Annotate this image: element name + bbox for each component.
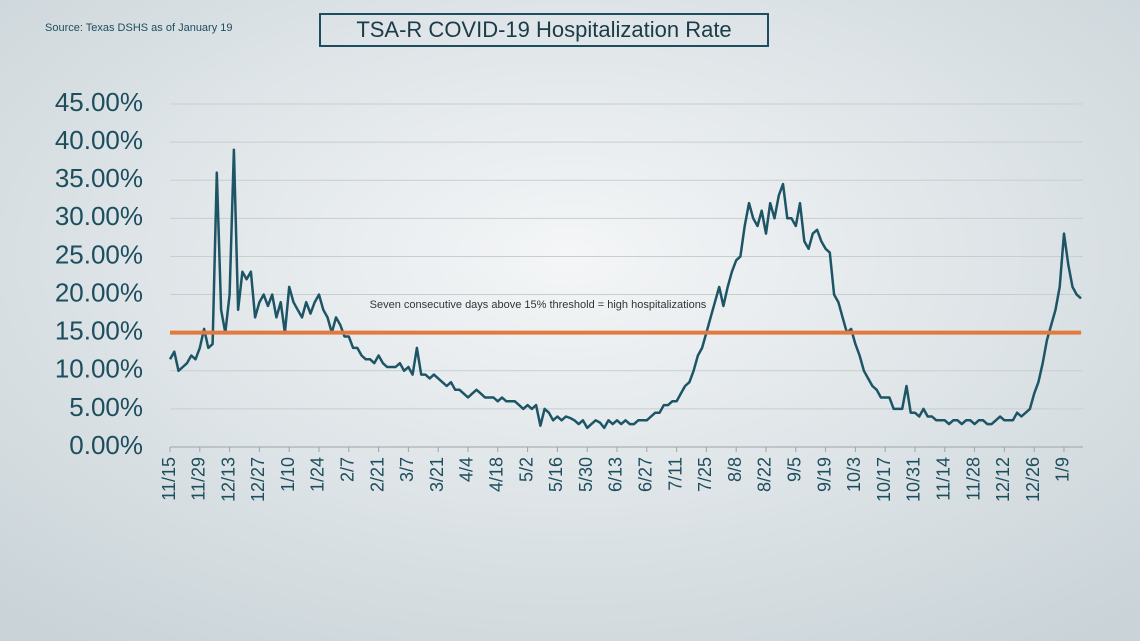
y-tick-label: 45.00%: [55, 87, 143, 117]
y-tick-label: 25.00%: [55, 239, 143, 269]
title-box: [319, 13, 769, 47]
x-tick-label: 2/7: [338, 457, 358, 482]
chart-title: TSA-R COVID-19 Hospitalization Rate: [356, 17, 731, 42]
x-tick-label: 5/2: [516, 457, 536, 482]
x-tick-label: 7/11: [665, 457, 685, 491]
x-tick-label: 6/13: [606, 457, 626, 492]
y-tick-label: 5.00%: [69, 392, 143, 422]
x-tick-label: 4/18: [487, 457, 507, 492]
y-tick-label: 40.00%: [55, 125, 143, 155]
x-tick-label: 8/22: [755, 457, 775, 492]
source: Source: Texas DSHS as of January 19: [45, 22, 233, 34]
x-tick-label: 8/8: [725, 457, 745, 482]
y-tick-label: 30.00%: [55, 201, 143, 231]
x-tick-label: 9/19: [814, 457, 834, 492]
x-tick-label: 5/16: [546, 457, 566, 492]
annotation: Seven consecutive days above 15% thresho…: [370, 299, 707, 311]
x-tick-label: 5/30: [576, 457, 596, 492]
x-tick-label: 1/10: [278, 457, 298, 492]
x-tick-label: 12/12: [993, 457, 1013, 502]
x-tick-label: 11/15: [159, 457, 179, 501]
x-tick-label: 11/29: [189, 457, 209, 501]
x-tick-label: 12/26: [1023, 457, 1043, 502]
x-tick-label: 11/28: [963, 457, 983, 501]
x-tick-label: 10/17: [874, 457, 894, 502]
x-tick-label: 2/21: [367, 457, 387, 492]
y-tick-label: 0.00%: [69, 430, 143, 460]
x-tick-label: 4/4: [457, 457, 477, 482]
y-tick-label: 10.00%: [55, 354, 143, 384]
x-tick-label: 1/24: [308, 457, 328, 492]
y-tick-label: 20.00%: [55, 277, 143, 307]
x-tick-label: 6/27: [636, 457, 656, 492]
x-tick-label: 1/9: [1053, 457, 1073, 482]
x-tick-label: 3/21: [427, 457, 447, 492]
y-tick-label: 35.00%: [55, 163, 143, 193]
x-tick-label: 12/13: [218, 457, 238, 502]
x-tick-label: 3/7: [397, 457, 417, 482]
x-tick-label: 11/14: [934, 457, 954, 501]
x-tick-label: 9/5: [785, 457, 805, 482]
x-tick-label: 10/31: [904, 457, 924, 502]
x-tick-label: 10/3: [844, 457, 864, 492]
x-tick-label: 7/25: [695, 457, 715, 492]
x-tick-label: 12/27: [248, 457, 268, 502]
y-tick-label: 15.00%: [55, 316, 143, 346]
data-line: [168, 148, 1082, 430]
